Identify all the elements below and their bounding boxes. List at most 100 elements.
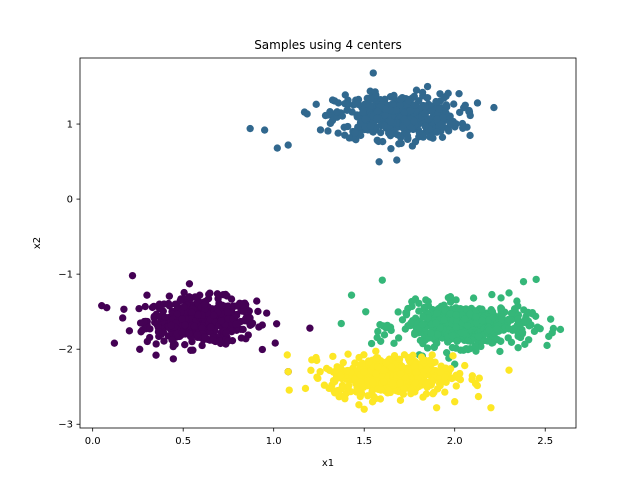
scatter-point xyxy=(459,124,467,132)
scatter-point xyxy=(438,133,447,141)
scatter-point xyxy=(345,134,354,142)
scatter-point xyxy=(222,329,230,337)
scatter-point xyxy=(384,386,393,395)
scatter-point xyxy=(334,99,343,107)
scatter-point xyxy=(353,113,361,121)
scatter-point xyxy=(546,315,555,323)
scatter-point xyxy=(396,95,404,104)
scatter-point xyxy=(456,108,464,117)
scatter-point xyxy=(411,363,419,371)
scatter-point xyxy=(453,317,461,325)
scatter-point xyxy=(380,121,388,130)
scatter-point xyxy=(181,321,189,329)
scatter-point xyxy=(423,115,432,123)
scatter-point xyxy=(378,276,386,284)
scatter-point xyxy=(474,333,483,341)
scatter-point xyxy=(206,289,214,297)
scatter-point xyxy=(379,366,388,374)
y-tick-label: −2 xyxy=(58,345,73,356)
scatter-point xyxy=(420,303,428,312)
scatter-point xyxy=(128,271,137,280)
scatter-point xyxy=(430,388,438,397)
scatter-point xyxy=(428,377,437,385)
scatter-point xyxy=(150,302,158,311)
scatter-point xyxy=(398,362,406,370)
scatter-point xyxy=(233,302,242,310)
scatter-point xyxy=(472,307,480,315)
scatter-point xyxy=(475,374,483,382)
x-axis: 0.0 0.5 1.0 1.5 2.0 2.5 xyxy=(85,428,553,447)
x-tick-label: 0.5 xyxy=(175,436,191,447)
x-tick-label: 2.0 xyxy=(447,436,463,447)
y-axis-label: x2 xyxy=(32,237,43,249)
plot-frame xyxy=(79,57,577,429)
scatter-point xyxy=(359,108,367,116)
scatter-point xyxy=(410,101,419,110)
scatter-point xyxy=(416,131,424,139)
scatter-point xyxy=(452,382,460,390)
scatter-point xyxy=(433,309,441,317)
scatter-point xyxy=(485,326,493,334)
scatter-point xyxy=(404,96,413,105)
scatter-point xyxy=(351,375,359,384)
scatter-point xyxy=(366,95,375,103)
scatter-point xyxy=(473,99,482,107)
scatter-point xyxy=(271,339,279,347)
scatter-point xyxy=(245,307,253,315)
data-points xyxy=(98,69,565,413)
scatter-point xyxy=(136,319,145,327)
scatter-point xyxy=(423,82,432,91)
scatter-point xyxy=(254,307,262,316)
scatter-point xyxy=(284,141,292,149)
scatter-point xyxy=(396,101,404,109)
x-tick-label: 1.0 xyxy=(266,436,282,447)
scatter-point xyxy=(165,292,174,300)
scatter-point xyxy=(450,100,458,108)
scatter-point xyxy=(442,349,451,357)
scatter-point xyxy=(313,373,321,381)
scatter-point xyxy=(146,325,154,333)
scatter-point xyxy=(464,345,472,354)
x-tick-label: 0.0 xyxy=(85,436,101,447)
scatter-point xyxy=(435,105,443,113)
scatter-point xyxy=(143,291,151,299)
scatter-point xyxy=(369,69,377,77)
scatter-point xyxy=(376,337,385,345)
scatter-point xyxy=(396,379,404,387)
scatter-point xyxy=(444,89,452,98)
scatter-point xyxy=(403,118,411,127)
scatter-point xyxy=(367,339,376,348)
scatter-point xyxy=(333,108,341,116)
scatter-point xyxy=(307,366,315,375)
scatter-point xyxy=(493,325,501,333)
scatter-point xyxy=(301,384,310,393)
scatter-point xyxy=(394,308,402,316)
scatter-point xyxy=(464,337,472,345)
scatter-point xyxy=(530,327,539,336)
scatter-point xyxy=(156,304,164,312)
y-tick-label: 1 xyxy=(67,120,73,131)
scatter-point xyxy=(397,133,405,142)
scatter-point xyxy=(489,314,498,322)
scatter-point xyxy=(368,398,377,406)
scatter-point xyxy=(407,319,415,327)
scatter-point xyxy=(514,315,522,323)
scatter-point xyxy=(160,337,168,345)
scatter-point xyxy=(120,305,128,313)
scatter-point xyxy=(387,118,395,126)
scatter-point xyxy=(347,291,356,299)
y-tick-label: −3 xyxy=(58,420,73,431)
scatter-point xyxy=(191,293,199,301)
scatter-point xyxy=(396,370,405,378)
scatter-point xyxy=(169,355,178,363)
scatter-point xyxy=(258,321,266,329)
scatter-point xyxy=(471,379,480,388)
scatter-point xyxy=(527,321,535,329)
scatter-point xyxy=(466,310,474,318)
scatter-point xyxy=(410,117,418,126)
scatter-point xyxy=(334,129,342,137)
scatter-point xyxy=(217,317,226,325)
scatter-point xyxy=(209,336,217,344)
scatter-point xyxy=(224,337,232,345)
scatter-point xyxy=(381,105,390,114)
